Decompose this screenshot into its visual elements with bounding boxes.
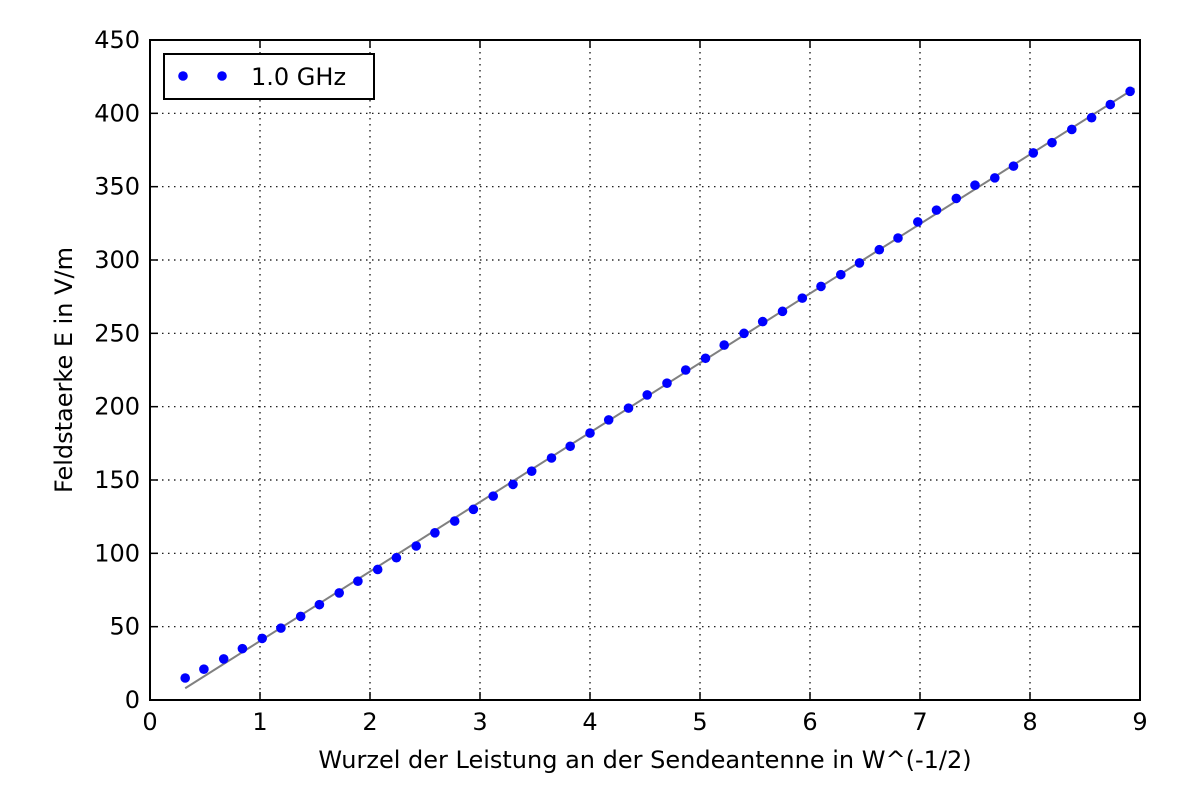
legend-dot — [178, 71, 188, 81]
data-point — [372, 564, 383, 575]
x-tick-label: 8 — [1022, 708, 1037, 736]
data-point — [816, 281, 826, 292]
ticks: 0 1 2 3 4 5 6 7 8 9 0 50 100 150 200 250 300 350 400 450 — [94, 26, 1147, 736]
data-point — [797, 293, 808, 303]
data-point — [603, 415, 614, 425]
data-point — [257, 633, 268, 644]
x-tick-label: 4 — [582, 708, 597, 736]
data-point — [913, 217, 923, 227]
x-tick-label: 7 — [912, 708, 927, 736]
data-point — [353, 576, 363, 586]
grid — [150, 40, 1140, 700]
data-point — [468, 504, 479, 515]
y-tick-label: 200 — [94, 393, 140, 421]
y-tick-label: 50 — [109, 613, 140, 641]
data-point — [237, 643, 248, 654]
data-point — [295, 611, 306, 622]
data-point — [411, 541, 422, 551]
data-point — [391, 552, 402, 563]
x-tick-label: 2 — [362, 708, 377, 736]
data-point — [680, 365, 691, 375]
data-point — [1008, 161, 1019, 171]
y-tick-label: 400 — [94, 99, 140, 127]
y-tick-label: 150 — [94, 466, 140, 494]
data-point — [951, 193, 962, 204]
data-point — [623, 403, 634, 413]
x-tick-label: 6 — [802, 708, 817, 736]
data-point — [334, 588, 345, 598]
data-point — [893, 233, 903, 243]
data-point — [970, 180, 980, 190]
x-tick-label: 3 — [472, 708, 487, 736]
data-point — [276, 623, 286, 633]
data-point — [1086, 112, 1097, 123]
x-tick-label: 0 — [142, 708, 157, 736]
data-point — [199, 664, 209, 674]
data-point — [218, 654, 229, 664]
data-point — [546, 453, 557, 463]
data-point — [508, 479, 518, 490]
y-tick-label: 250 — [94, 319, 140, 347]
data-point — [1067, 124, 1077, 135]
data-point — [739, 328, 749, 339]
x-tick-label: 5 — [692, 708, 707, 736]
data-point — [990, 173, 1000, 183]
data-point — [180, 673, 190, 683]
legend-marker — [178, 71, 227, 81]
y-tick-label: 100 — [94, 539, 140, 567]
data-point — [700, 353, 711, 364]
legend-dot — [217, 71, 227, 81]
x-tick-label: 1 — [252, 708, 267, 736]
y-tick-label: 350 — [94, 173, 140, 201]
data-point — [642, 390, 652, 400]
legend: 1.0 GHz — [163, 53, 375, 100]
data-point — [526, 466, 537, 477]
data-point — [777, 306, 788, 317]
data-point — [854, 258, 865, 268]
data-point — [874, 244, 885, 255]
data-point — [931, 205, 942, 215]
data-point — [1125, 86, 1135, 97]
y-axis-label: Feldstaerke E in V/m — [50, 247, 78, 493]
data-point — [585, 428, 595, 438]
data-point — [662, 378, 672, 389]
y-tick-label: 300 — [94, 246, 140, 274]
data-point — [565, 441, 575, 452]
data-point — [836, 269, 846, 280]
data-point — [719, 340, 729, 350]
plot-frame — [149, 39, 1141, 701]
data-point — [430, 528, 440, 538]
x-axis-label: Wurzel der Leistung an der Sendeantenne … — [318, 746, 971, 774]
x-tick-label: 9 — [1132, 708, 1147, 736]
y-tick-label: 0 — [125, 686, 140, 714]
y-tick-label: 450 — [94, 26, 140, 54]
legend-label: 1.0 GHz — [251, 63, 346, 91]
data-point — [1028, 148, 1039, 158]
data-point — [1047, 137, 1057, 148]
legend-box — [163, 53, 375, 100]
data-point — [1105, 99, 1116, 110]
series-layer — [180, 86, 1136, 690]
data-point — [449, 516, 460, 526]
data-point — [757, 316, 768, 327]
data-point — [314, 599, 325, 610]
data-point — [488, 491, 499, 501]
